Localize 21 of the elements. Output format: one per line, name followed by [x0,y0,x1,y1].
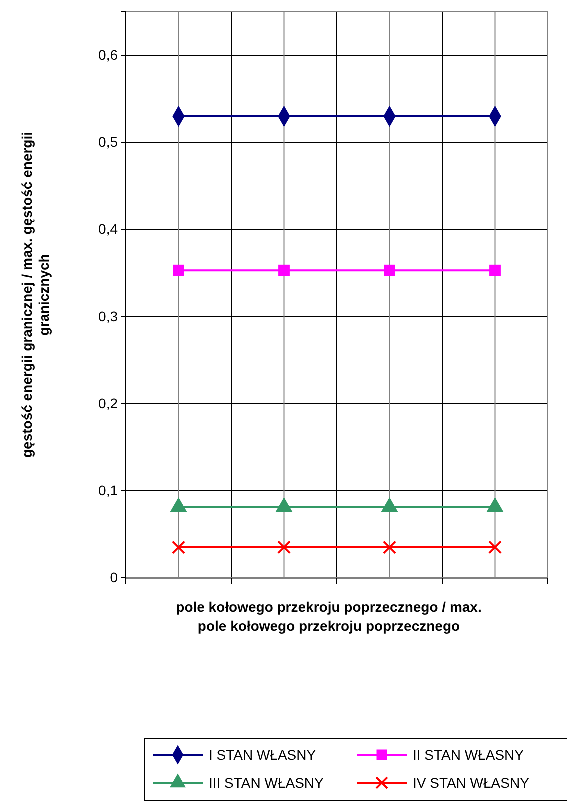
y-tick-label: 0,5 [98,134,118,150]
point [278,264,290,276]
point [490,264,501,276]
legend-label: I STAN WŁASNY [209,747,317,763]
y-tick-label: 0,2 [98,395,118,412]
point [382,540,397,554]
y-tick-label: 0,6 [98,47,118,64]
legend-label: III STAN WŁASNY [209,775,325,791]
legend-label: II STAN WŁASNY [413,747,525,763]
x-axis-title: pole kołowego przekroju poprzecznego / max. pole kołowego przekroju poprzecznego [176,599,482,634]
y-tick-label: 0,1 [98,482,118,498]
y-axis-title: gęstość energii granicznej / max. gęstość energii granicznych [19,132,52,458]
point [173,264,184,276]
point [488,540,502,554]
point [172,540,186,554]
y-tick-label: 0 [110,569,118,586]
point [277,540,292,554]
y-tick-label: 0,4 [98,221,118,238]
point [384,264,396,276]
y-tick-label: 0,3 [98,308,118,324]
legend-label: IV STAN WŁASNY [413,775,530,791]
